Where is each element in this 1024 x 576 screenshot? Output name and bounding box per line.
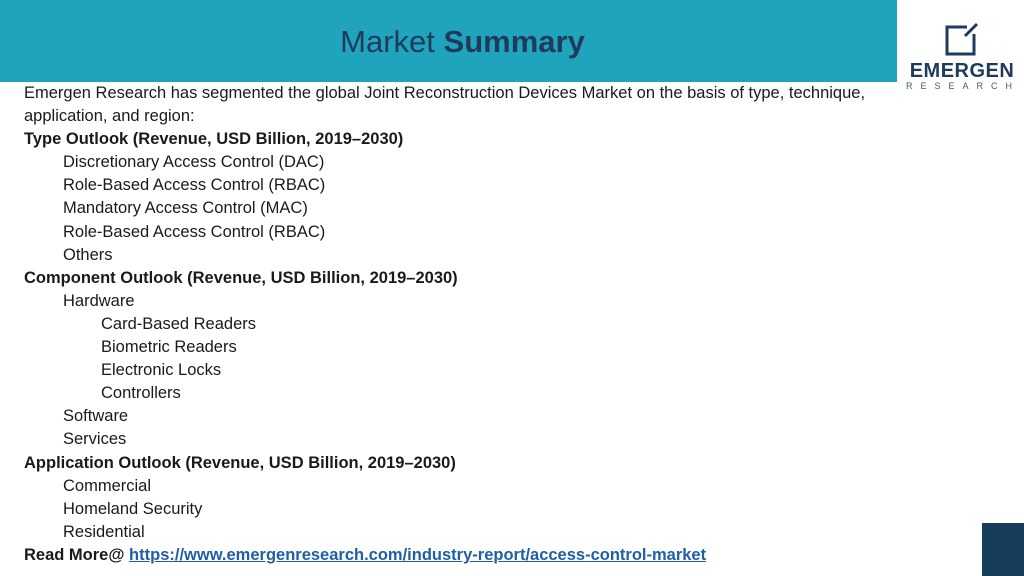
list-item: Mandatory Access Control (MAC) (63, 199, 308, 218)
sub-list-item: Biometric Readers (101, 338, 237, 357)
list-item: Homeland Security (63, 499, 203, 518)
sub-list-item: Electronic Locks (101, 361, 222, 380)
sub-list-item: Controllers (101, 384, 181, 403)
summary-content: Emergen Research has segmented the globa… (24, 82, 924, 567)
list-item: Hardware (63, 291, 135, 310)
header-bar (0, 0, 897, 82)
title-light: Market (340, 24, 435, 59)
list-item: Discretionary Access Control (DAC) (63, 153, 325, 172)
page-title: Market Summary (0, 22, 925, 62)
emergen-square-mark-icon (945, 22, 979, 56)
corner-decoration (982, 523, 1024, 576)
list-item: Commercial (63, 476, 152, 495)
emergen-logo: EMERGEN RESEARCH (903, 18, 1021, 96)
list-item: Services (63, 430, 127, 449)
read-more-label: Read More@ (24, 545, 125, 564)
list-item: Others (63, 245, 113, 264)
application-outlook-heading: Application Outlook (Revenue, USD Billio… (24, 453, 456, 472)
list-item: Role-Based Access Control (RBAC) (63, 222, 326, 241)
list-item: Role-Based Access Control (RBAC) (63, 176, 326, 195)
sub-list-item: Card-Based Readers (101, 314, 256, 333)
logo-name: EMERGEN (909, 60, 1015, 82)
logo-subtitle: RESEARCH (905, 81, 1020, 91)
report-link[interactable]: https://www.emergenresearch.com/industry… (129, 545, 707, 564)
intro-text: Emergen Research has segmented the globa… (24, 84, 866, 126)
list-item: Residential (63, 522, 145, 541)
read-more: Read More@ https://www.emergenresearch.c… (24, 544, 924, 567)
type-outlook-heading: Type Outlook (Revenue, USD Billion, 2019… (24, 130, 404, 149)
title-bold: Summary (443, 24, 585, 59)
list-item: Software (63, 407, 129, 426)
component-outlook-heading: Component Outlook (Revenue, USD Billion,… (24, 268, 458, 287)
